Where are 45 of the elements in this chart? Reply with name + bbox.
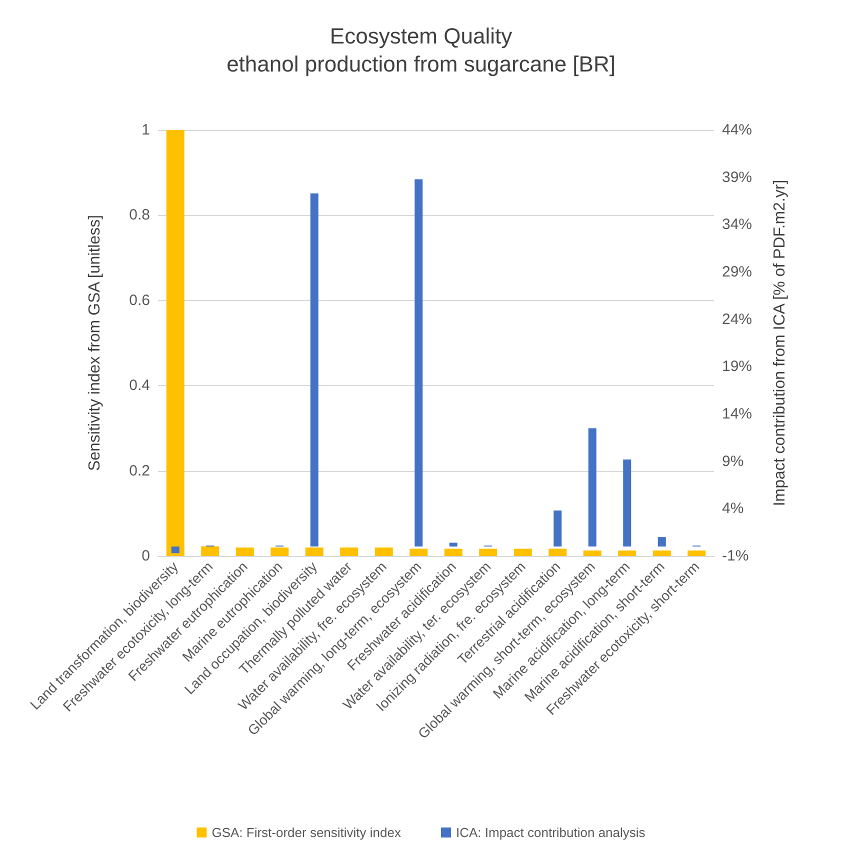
bar — [305, 547, 324, 556]
chart-title: Ecosystem Quality — [330, 24, 512, 48]
y-tick-label: 0.8 — [129, 206, 150, 224]
y2-tick-label: 14% — [722, 406, 752, 422]
y2-tick-label: 44% — [722, 122, 752, 138]
y-tick-label: 1 — [142, 122, 150, 138]
y2-tick-label: -1% — [722, 548, 749, 564]
y2-axis-title: Impact contribution from ICA [% of PDF.m2.yr] — [772, 180, 788, 506]
bar — [414, 179, 423, 547]
legend-label: GSA: First-order sensitivity index — [212, 825, 402, 840]
bar — [658, 537, 666, 547]
y-tick-label: 0.6 — [129, 292, 150, 309]
bar — [588, 428, 596, 547]
bar — [201, 546, 220, 556]
chart-subtitle: ethanol production from sugarcane [BR] — [226, 52, 616, 76]
bar — [479, 548, 498, 556]
y2-tick-label: 4% — [722, 500, 744, 518]
y-tick-label: 0.4 — [129, 377, 150, 394]
bar — [554, 510, 562, 547]
bar — [623, 459, 632, 547]
y2-tick-label: 24% — [722, 310, 752, 328]
bar — [171, 546, 180, 554]
bar — [410, 548, 428, 556]
y2-tick-label: 9% — [722, 452, 744, 470]
y2-tick-label: 19% — [722, 358, 752, 376]
y2-tick-label: 34% — [722, 216, 752, 234]
bar — [688, 550, 706, 556]
y-tick-label: 0 — [142, 548, 150, 564]
bar — [618, 550, 636, 556]
bar — [236, 547, 254, 556]
bar — [166, 130, 184, 556]
bar — [374, 547, 393, 556]
bar — [652, 550, 671, 556]
bar — [340, 547, 358, 556]
bar — [270, 547, 289, 556]
y2-tick-label: 29% — [722, 264, 752, 280]
y-axis-title: Sensitivity index from GSA [unitless] — [86, 214, 104, 472]
y-tick-label: 0.2 — [129, 462, 150, 480]
bar — [583, 550, 602, 556]
y2-tick-label: 39% — [722, 168, 752, 186]
bar — [449, 542, 458, 547]
legend-label: ICA: Impact contribution analysis — [456, 825, 646, 840]
bar — [444, 548, 462, 556]
bar — [514, 548, 532, 556]
bar — [548, 548, 567, 556]
